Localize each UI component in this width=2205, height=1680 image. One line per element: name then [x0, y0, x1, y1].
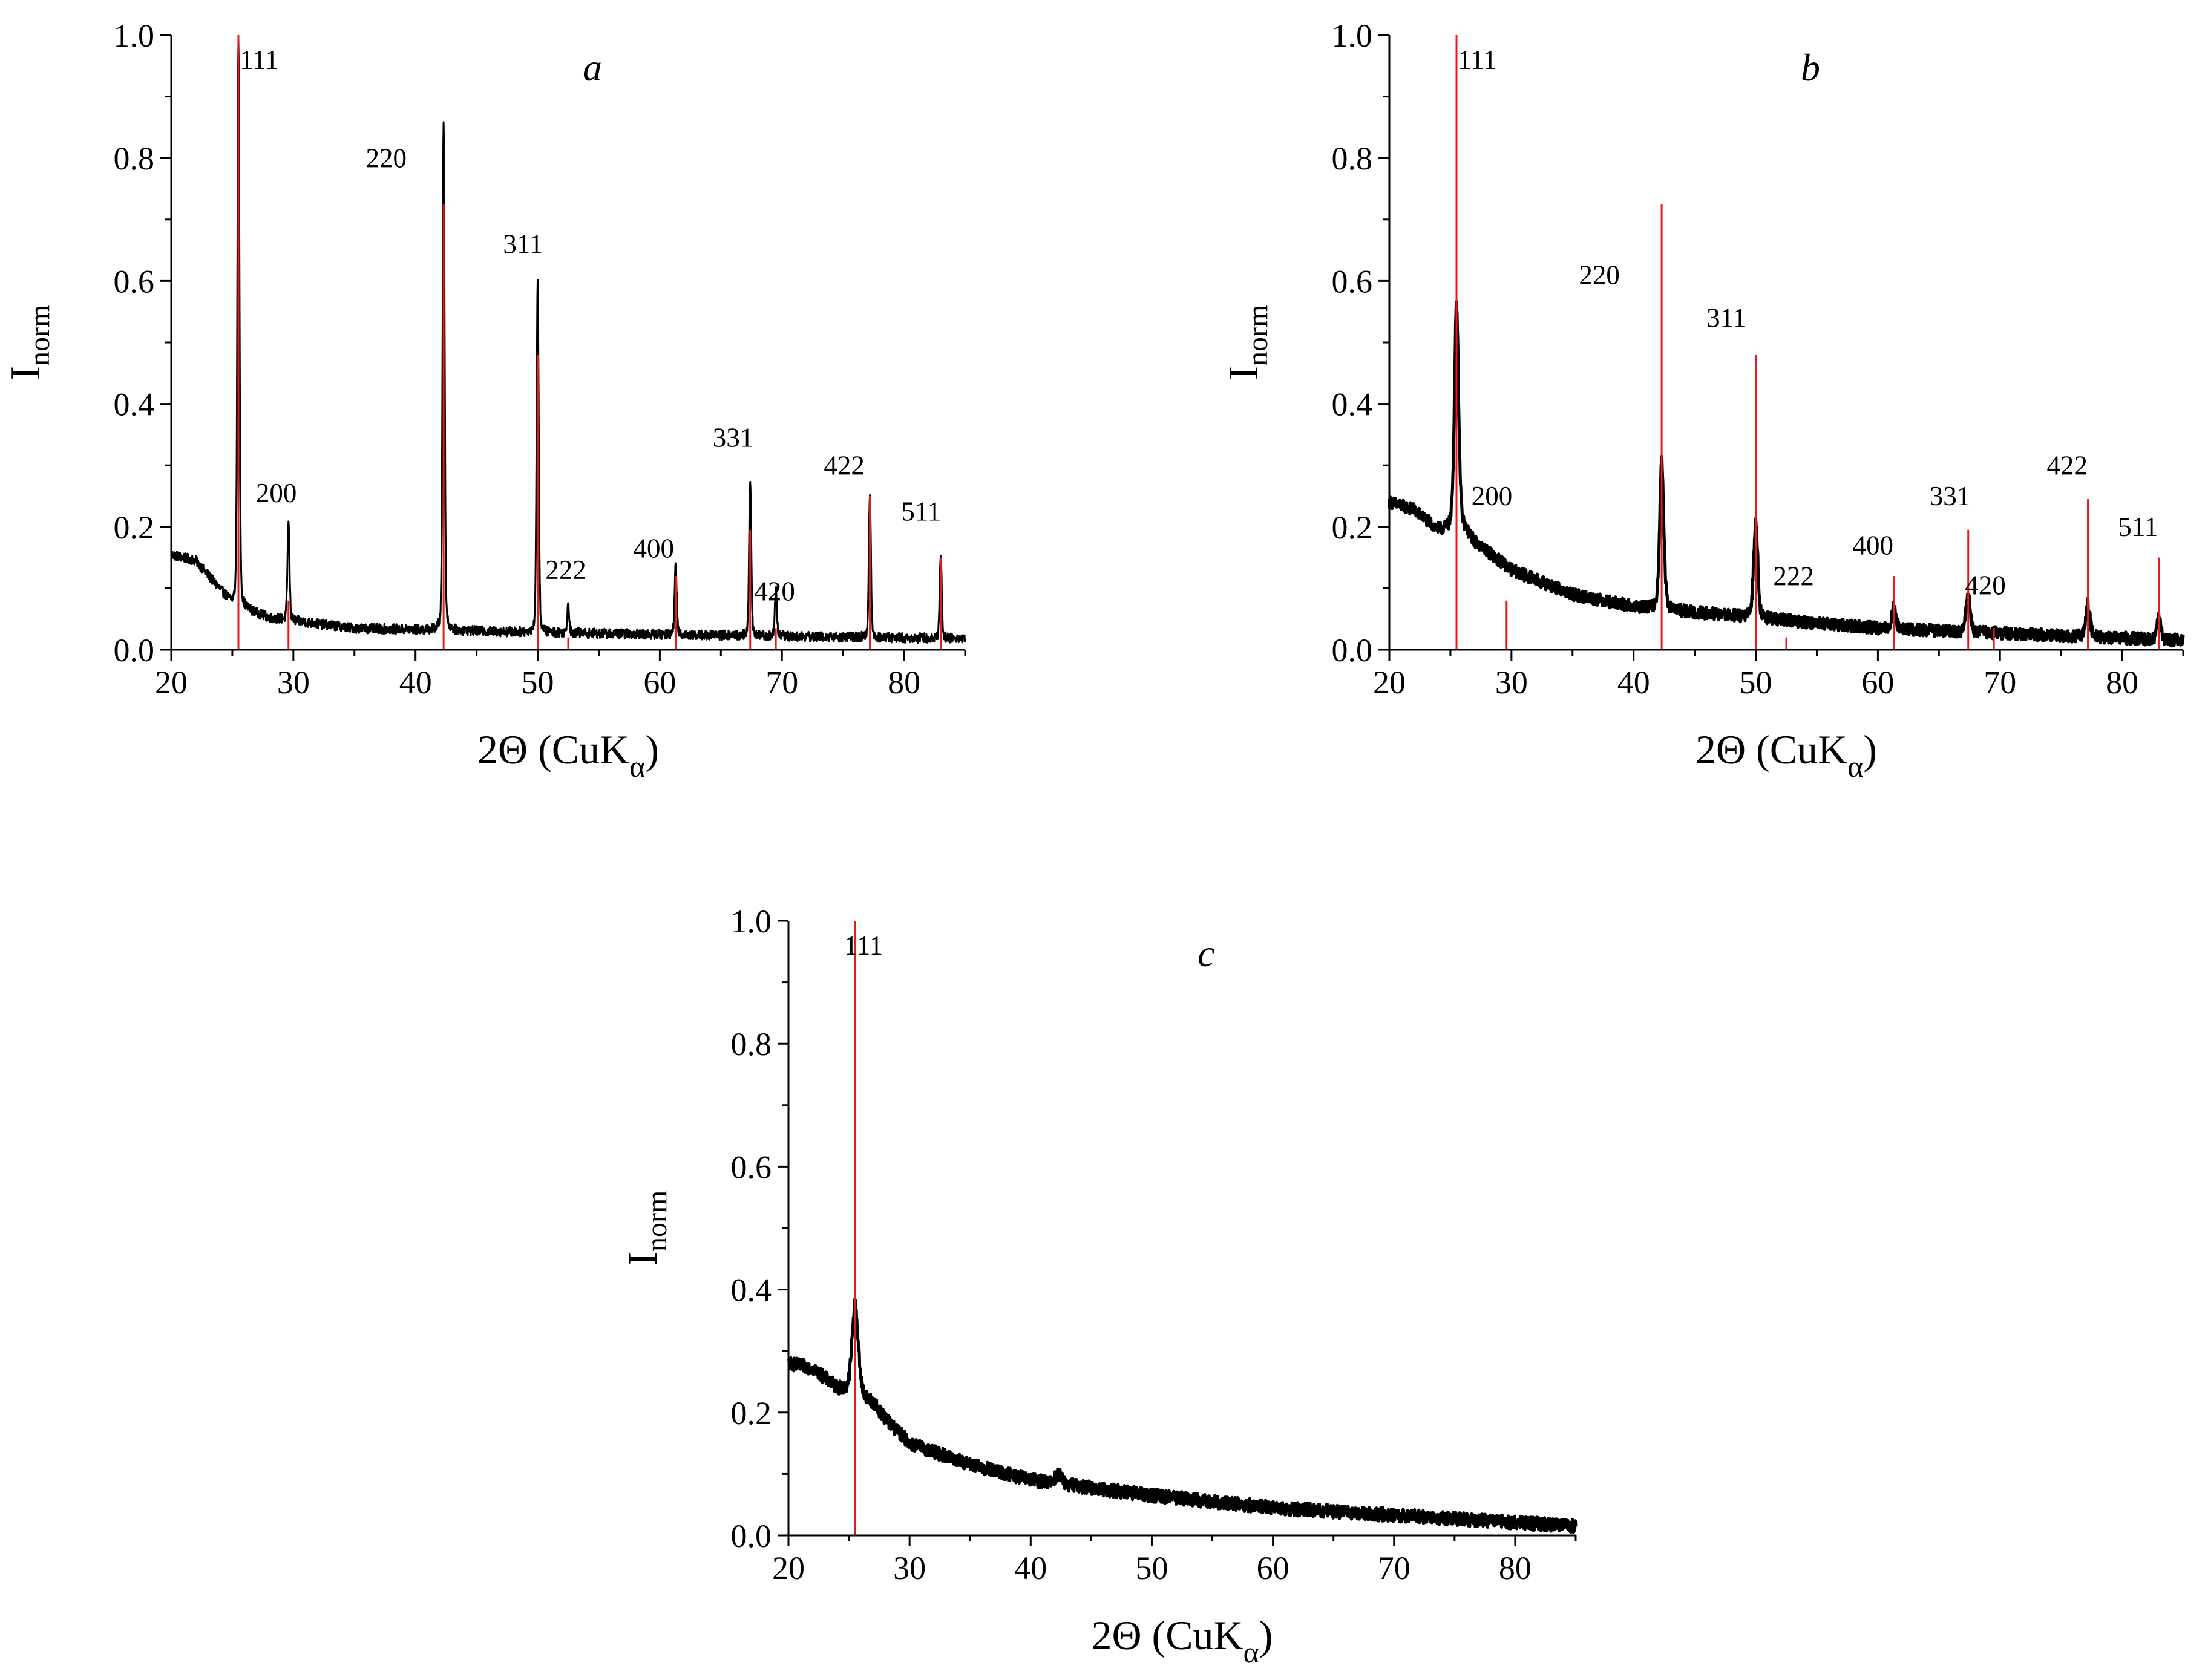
x-tick-label-a: 60 — [643, 664, 676, 701]
peak-label-b-331: 331 — [1930, 481, 1971, 511]
y-axis-title-b: Inorm — [1220, 305, 1274, 381]
y-tick-label-b: 0.6 — [1332, 263, 1373, 299]
x-tick-label-c: 40 — [1014, 1550, 1047, 1586]
x-axis-title-a: 2Θ (CuKα) — [477, 727, 659, 783]
peak-label-a-420: 420 — [754, 577, 795, 607]
x-tick-label-c: 20 — [772, 1550, 805, 1586]
x-tick-label-a: 20 — [155, 664, 188, 701]
peak-label-a-400: 400 — [634, 534, 675, 564]
y-tick-label-c: 0.8 — [731, 1026, 772, 1062]
panel-a-chart: 20 30 40 50 60 70 80 0.0 0.2 0.4 0.6 0.8 1.0 111 200 22… — [2, 18, 966, 783]
panel-c-chart: 20 30 40 50 60 70 80 0.0 0.2 0.4 0.6 0.8 1.0 111 c 2Θ (… — [620, 903, 1578, 1669]
peak-label-a-511: 511 — [901, 497, 941, 527]
x-tick-label-b: 70 — [1984, 664, 2016, 701]
panel-letter-c: c — [1198, 932, 1214, 975]
pattern-c-series — [787, 1298, 1578, 1534]
x-tick-label-b: 40 — [1617, 664, 1650, 701]
panel-letter-b: b — [1801, 46, 1820, 89]
peak-label-b-420: 420 — [1965, 570, 2006, 601]
peak-label-b-511: 511 — [2118, 512, 2158, 542]
panel-letter-a: a — [583, 46, 602, 89]
y-tick-label-a: 0.2 — [114, 509, 155, 546]
peak-label-b-200: 200 — [1472, 481, 1513, 511]
y-tick-label-a: 0.4 — [114, 387, 155, 423]
x-tick-label-b: 20 — [1373, 664, 1406, 701]
peak-label-a-200: 200 — [256, 478, 297, 508]
y-tick-label-a: 0.6 — [114, 263, 155, 299]
x-tick-label-c: 60 — [1257, 1550, 1289, 1586]
peak-label-b-111: 111 — [1458, 45, 1496, 75]
x-tick-label-b: 30 — [1495, 664, 1528, 701]
x-tick-label-a: 80 — [888, 664, 920, 701]
y-tick-label-a: 0.8 — [114, 140, 155, 177]
y-tick-label-c: 0.0 — [731, 1518, 772, 1554]
peak-label-a-422: 422 — [824, 450, 865, 480]
x-tick-label-b: 60 — [1861, 664, 1894, 701]
peak-label-c-111: 111 — [844, 930, 883, 961]
peak-label-b-422: 422 — [2046, 450, 2088, 480]
peak-label-a-111: 111 — [240, 45, 278, 75]
y-tick-label-a: 0.0 — [114, 632, 155, 668]
y-tick-label-b: 0.4 — [1332, 387, 1373, 423]
y-tick-label-b: 0.0 — [1332, 632, 1373, 668]
y-tick-label-c: 0.2 — [731, 1395, 772, 1431]
peak-label-b-311: 311 — [1706, 303, 1746, 333]
peak-label-a-220: 220 — [365, 143, 407, 173]
x-axis-title-b: 2Θ (CuKα) — [1696, 727, 1877, 783]
x-tick-label-b: 50 — [1740, 664, 1772, 701]
y-tick-label-c: 1.0 — [731, 903, 772, 940]
x-tick-label-c: 80 — [1499, 1550, 1532, 1586]
y-axis-title-c: Inorm — [620, 1191, 673, 1266]
peak-label-a-331: 331 — [713, 423, 754, 453]
y-tick-label-b: 1.0 — [1332, 18, 1373, 54]
x-tick-label-a: 50 — [522, 664, 554, 701]
y-tick-label-a: 1.0 — [114, 18, 155, 54]
x-tick-label-a: 40 — [399, 664, 432, 701]
y-tick-label-b: 0.8 — [1332, 140, 1373, 177]
x-tick-label-a: 70 — [765, 664, 798, 701]
x-tick-label-c: 50 — [1135, 1550, 1168, 1586]
x-tick-label-c: 30 — [893, 1550, 926, 1586]
peak-label-a-311: 311 — [503, 229, 543, 260]
peak-label-b-400: 400 — [1853, 531, 1894, 561]
x-axis-title-c: 2Θ (CuKα) — [1091, 1612, 1273, 1669]
pattern-a-series — [170, 38, 966, 644]
y-tick-label-c: 0.4 — [731, 1272, 772, 1309]
y-tick-label-b: 0.2 — [1332, 509, 1373, 546]
panel-b-chart: 20 30 40 50 60 70 80 0.0 0.2 0.4 0.6 0.8 1.0 111 200 22… — [1220, 18, 2185, 783]
peak-label-b-222: 222 — [1773, 561, 1814, 591]
peak-label-b-220: 220 — [1579, 260, 1620, 290]
pattern-b-series — [1388, 300, 2185, 648]
x-tick-label-c: 70 — [1378, 1550, 1410, 1586]
y-axis-title-a: Inorm — [2, 305, 56, 381]
peak-label-a-222: 222 — [545, 555, 586, 585]
x-tick-label-b: 80 — [2106, 664, 2138, 701]
y-tick-label-c: 0.6 — [731, 1149, 772, 1185]
x-tick-label-a: 30 — [277, 664, 310, 701]
